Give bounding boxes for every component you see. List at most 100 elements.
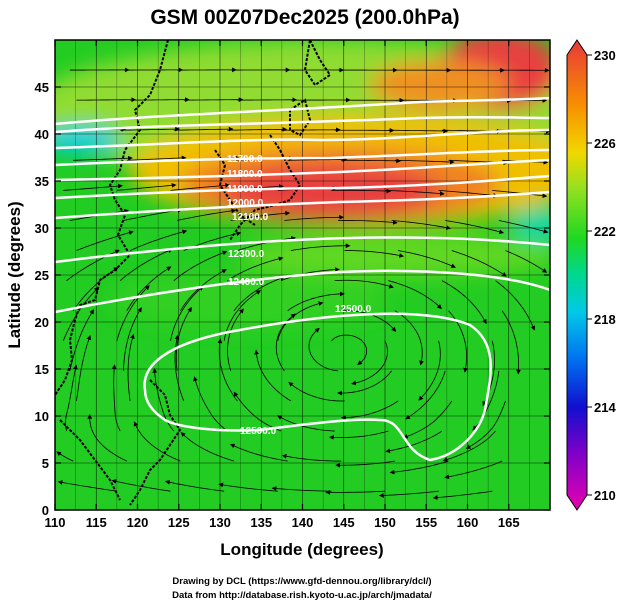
streamline	[334, 279, 394, 289]
streamline	[173, 126, 234, 132]
streamline	[230, 210, 291, 221]
streamline	[227, 126, 288, 132]
contour-label-12500-south: 12500.0	[240, 426, 277, 437]
streamline	[87, 413, 127, 462]
colorbar-tick-label: 210	[594, 488, 616, 503]
chart-title: GSM 00Z07Dec2025 (200.0hPa)	[150, 6, 459, 29]
x-tick-label: 120	[127, 515, 149, 530]
streamline	[116, 285, 150, 341]
y-tick-label: 15	[35, 362, 49, 377]
colorbar-tick-label: 222	[594, 224, 616, 239]
streamline	[223, 290, 262, 341]
x-tick-label: 140	[292, 515, 314, 530]
streamline	[284, 214, 345, 221]
streamline	[384, 190, 445, 196]
x-tick-label: 155	[415, 515, 437, 530]
contour-label-12000: 12000.0	[227, 198, 264, 209]
x-tick-label: 150	[374, 515, 396, 530]
streamline	[444, 460, 503, 480]
y-tick-label: 30	[35, 221, 49, 236]
streamline	[441, 280, 487, 325]
credit-data: Data from http://database.rish.kyoto-u.a…	[172, 590, 432, 601]
streamline	[288, 381, 345, 402]
streamline	[331, 188, 392, 194]
streamline	[227, 256, 284, 281]
streamline	[337, 220, 398, 225]
streamline	[378, 490, 439, 498]
streamline	[281, 453, 342, 462]
streamline	[129, 229, 188, 251]
colorbar-tick-label: 230	[594, 48, 616, 63]
y-axis-label: Latitude (degrees)	[5, 201, 24, 348]
streamline	[218, 482, 278, 492]
temperature-field	[55, 40, 550, 510]
streamline	[287, 291, 345, 312]
contour-line	[55, 158, 550, 182]
streamline	[56, 451, 74, 462]
streamline	[173, 250, 228, 281]
streamline	[180, 431, 235, 462]
streamline	[229, 443, 288, 462]
y-axis-ticks: 0 5 10 15 20 25 30 35 40 45	[35, 80, 550, 518]
streamline	[432, 490, 493, 500]
colorbar: 210 214 218 222 226 230	[566, 39, 616, 511]
streamline	[388, 280, 442, 310]
streamline	[130, 97, 190, 103]
streamline	[501, 310, 521, 375]
streamline	[465, 400, 506, 449]
contour-label-11900: 11900.0	[227, 184, 263, 195]
streamline	[72, 267, 119, 311]
streamline	[111, 364, 121, 432]
streamline	[227, 308, 244, 371]
streamline	[391, 220, 451, 230]
contour-label-12500-north: 12500.0	[335, 304, 372, 315]
streamline	[65, 364, 78, 432]
streamline	[164, 479, 225, 492]
streamline	[445, 220, 504, 235]
streamline	[505, 250, 548, 273]
contour-line	[55, 190, 550, 220]
y-tick-label: 5	[42, 456, 49, 471]
streamline	[331, 334, 368, 365]
streamline	[394, 159, 455, 165]
streamline	[344, 250, 405, 258]
streamline	[394, 310, 424, 366]
streamline	[398, 250, 456, 268]
streamline	[287, 157, 348, 163]
contour-line	[55, 236, 550, 264]
streamline	[498, 220, 549, 234]
streamline	[76, 335, 92, 402]
streamline	[170, 183, 231, 191]
contour-label-12100: 12100.0	[232, 212, 269, 223]
contour-line	[55, 115, 550, 134]
x-axis-label: Longitude (degrees)	[220, 540, 383, 559]
x-tick-label: 130	[209, 515, 231, 530]
streamline	[76, 230, 134, 251]
streamline	[170, 285, 204, 341]
streamline	[177, 208, 237, 221]
streamline	[119, 248, 173, 281]
contour-label-12400: 12400.0	[228, 277, 265, 288]
streamline	[495, 280, 536, 331]
contour-line	[55, 174, 550, 200]
x-tick-label: 110	[45, 515, 66, 530]
streamline	[133, 421, 181, 462]
y-tick-label: 40	[35, 127, 49, 142]
contour-line	[55, 269, 550, 314]
colorbar-tick-label: 218	[594, 312, 616, 327]
streamline	[63, 183, 123, 191]
streamline	[402, 400, 453, 439]
x-tick-label: 160	[457, 515, 479, 530]
colorbar-tick-label: 226	[594, 136, 616, 151]
contour-line	[55, 128, 550, 150]
streamline	[385, 430, 443, 454]
streamline	[57, 480, 117, 492]
streamline	[451, 250, 507, 277]
streamline	[271, 486, 332, 492]
streamline	[290, 243, 351, 251]
x-axis-ticks: 110 115 120 125 130 135 140 145 150 155 160 165	[45, 40, 520, 530]
streamline	[254, 349, 292, 402]
streamline	[126, 266, 172, 311]
colorbar-body	[566, 39, 588, 511]
